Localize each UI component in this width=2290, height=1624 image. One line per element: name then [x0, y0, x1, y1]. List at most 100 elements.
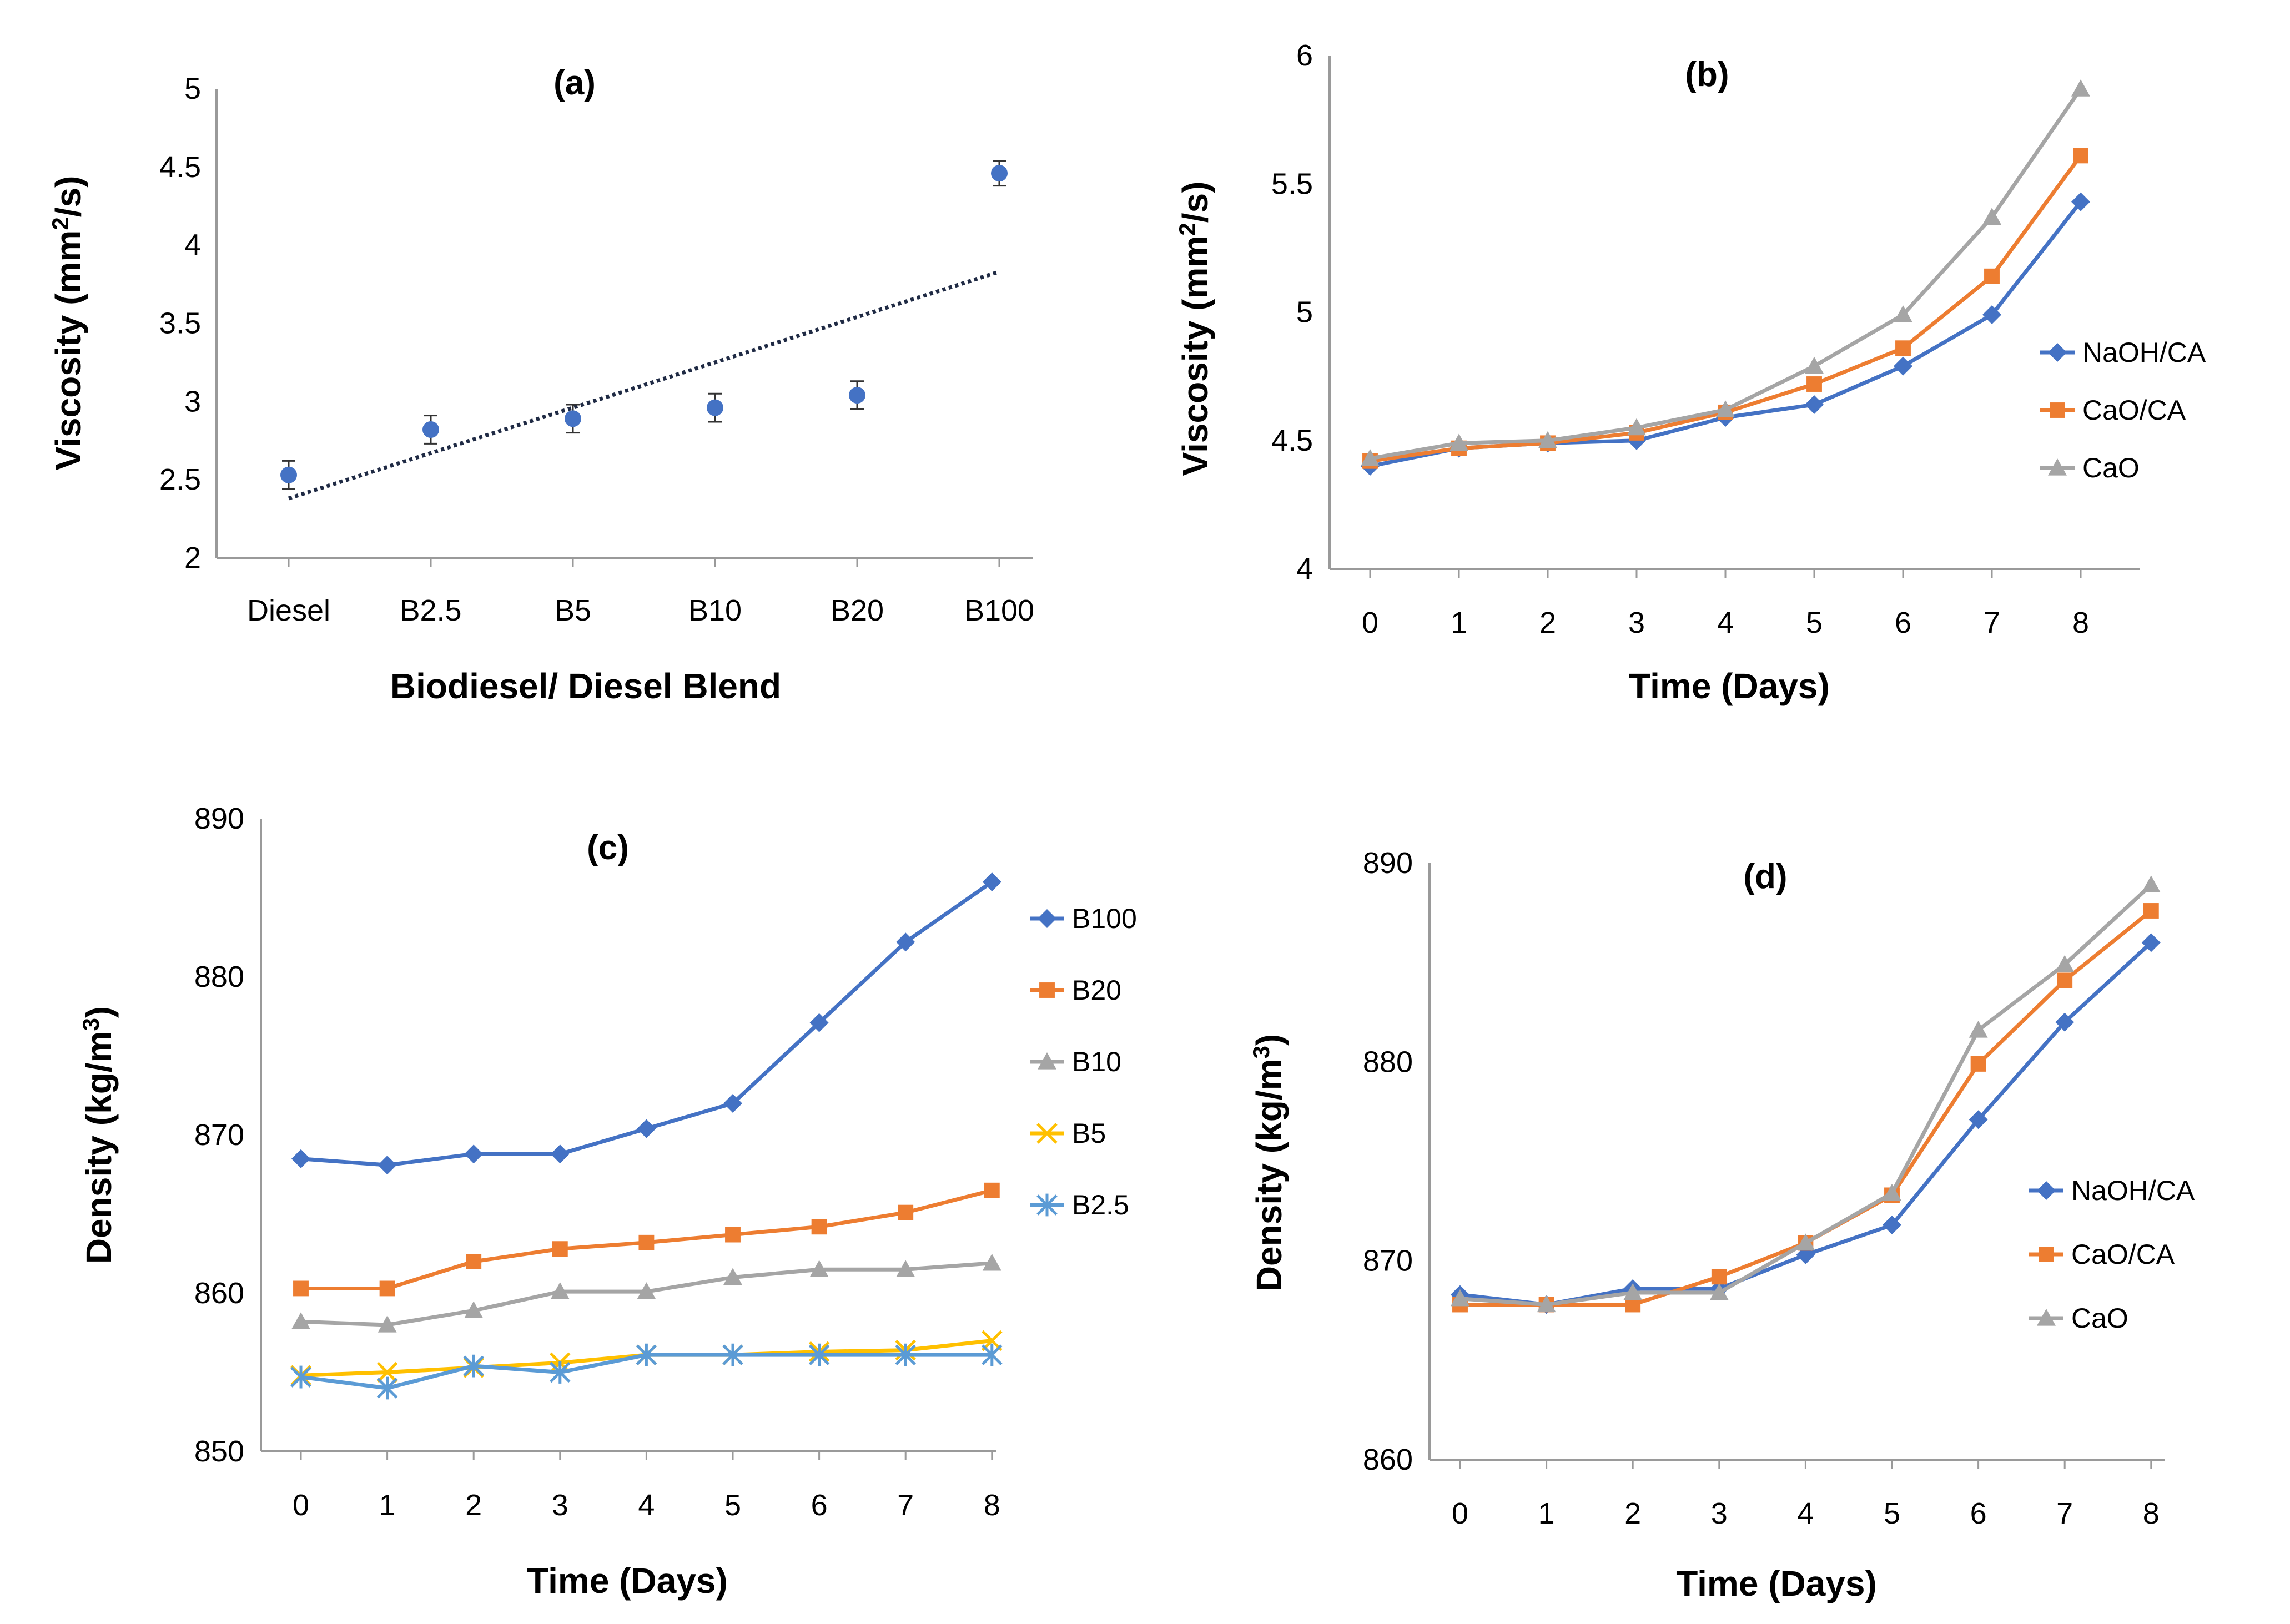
- panel-d-plot-area: [1451, 875, 2161, 1314]
- panel-b-data-point: [1450, 433, 1468, 451]
- panel-c-x-ticks: 0 1 2 3 4 5 6 7 8: [293, 1451, 1000, 1522]
- panel-d-data-point: [2141, 933, 2161, 952]
- legend-label: B2.5: [1072, 1189, 1129, 1220]
- panel-c-data-point: [550, 1144, 570, 1164]
- panel-d-data-point: [2055, 955, 2075, 972]
- panel-b-data-point: [1984, 268, 2000, 284]
- panel-b-y-axis-title: Viscosity (mm2/s): [1174, 181, 1215, 476]
- panel-c-legend: B100 B20 B10 B5 B2.5: [1030, 903, 1137, 1220]
- panel-a-title: (a): [553, 64, 596, 102]
- panel-a-y-tick-label: 2.5: [159, 463, 201, 496]
- panel-b-x-tick-label: 5: [1806, 606, 1823, 639]
- panel-d-y-tick-label: 890: [1363, 846, 1413, 880]
- legend-entry: B100: [1030, 903, 1137, 934]
- panel-b-series-naoh-ca: [1361, 192, 2090, 476]
- panel-c-data-point: [464, 1301, 484, 1318]
- legend-label: CaO: [2082, 452, 2140, 483]
- panel-d-y-tick-label: 860: [1363, 1443, 1413, 1476]
- legend-label: CaO: [2071, 1303, 2128, 1334]
- panel-c-data-point: [809, 1013, 829, 1032]
- panel-d-data-point: [1451, 1289, 1469, 1307]
- panel-b-x-tick-label: 2: [1539, 606, 1556, 639]
- panel-c-data-point: [982, 872, 1001, 891]
- panel-d-x-tick-label: 1: [1538, 1497, 1555, 1530]
- panel-d-legend: NaOH/CA CaO/CA CaO: [2029, 1175, 2195, 1334]
- panel-c-data-point: [378, 1315, 397, 1333]
- panel-b-data-point: [1894, 356, 1912, 376]
- panel-b-data-point: [1895, 340, 1911, 356]
- panel-d-data-point: [1623, 1283, 1643, 1300]
- panel-c-data-point: [291, 1149, 310, 1168]
- panel-d-x-tick-label: 8: [2143, 1497, 2160, 1530]
- panel-b-series-cao: [1361, 79, 2090, 466]
- legend-marker: [1038, 1052, 1056, 1070]
- panel-b-y-tick-label: 5.5: [1271, 167, 1313, 200]
- legend-entry: CaO: [2040, 452, 2140, 483]
- panel-c-y-tick-label: 880: [194, 960, 244, 993]
- panel-c-data-point: [379, 1280, 395, 1297]
- panel-b-viscosity-time: 4 4.5 5 5.5 6 0 1 2 3 4 5 6 7 8 (b) Time (Days) Visc…: [1174, 39, 2206, 706]
- panel-c-x-tick-label: 5: [724, 1489, 741, 1522]
- panel-c-data-point: [638, 1234, 655, 1250]
- panel-c-data-point: [809, 1260, 829, 1277]
- panel-a-x-tick-label: B10: [688, 594, 742, 627]
- legend-marker: [1038, 909, 1056, 928]
- panel-d-x-tick-label: 5: [1884, 1497, 1900, 1530]
- panel-a-x-tick-label: B5: [555, 594, 591, 627]
- panel-c-data-point: [466, 1254, 482, 1269]
- legend-entry: CaO: [2029, 1303, 2128, 1334]
- panel-b-data-point: [1982, 208, 2001, 225]
- panel-b-data-point: [2073, 148, 2088, 164]
- panel-c-data-point: [290, 1365, 311, 1389]
- panel-b-x-tick-label: 1: [1451, 606, 1467, 639]
- panel-c-data-point: [984, 1182, 1000, 1198]
- panel-d-series-cao: [1451, 875, 2161, 1313]
- panel-d-data-point: [1709, 1283, 1729, 1300]
- panel-a-plot-area: [280, 160, 1008, 501]
- panel-c-data-point: [376, 1361, 398, 1383]
- panel-c-y-tick-label: 850: [194, 1435, 244, 1468]
- panel-c-data-point: [637, 1282, 656, 1299]
- panel-d-data-point: [2057, 972, 2073, 988]
- panel-c-data-point: [895, 1343, 916, 1366]
- panel-c-series-b2-5: [290, 1343, 1003, 1400]
- panel-b-data-point: [1805, 395, 1824, 414]
- panel-c-y-tick-label: 870: [194, 1118, 244, 1152]
- panel-a-data-point: [280, 466, 297, 483]
- panel-d-y-tick-label: 870: [1363, 1244, 1413, 1278]
- panel-d-x-tick-label: 3: [1711, 1497, 1728, 1530]
- panel-b-data-point: [1806, 376, 1822, 392]
- panel-c-x-tick-label: 7: [897, 1489, 914, 1522]
- panel-d-title: (d): [1743, 858, 1787, 896]
- panel-c-x-tick-label: 4: [638, 1489, 655, 1522]
- panel-b-data-point: [1716, 400, 1735, 417]
- legend-label: B10: [1072, 1046, 1121, 1077]
- legend-entry: NaOH/CA: [2040, 337, 2206, 368]
- panel-b-data-point: [1982, 305, 2001, 325]
- panel-c-series-b20: [293, 1182, 1000, 1297]
- panel-c-x-tick-label: 0: [293, 1489, 309, 1522]
- panel-c-data-point: [378, 1156, 397, 1175]
- panel-b-y-ticks: 4 4.5 5 5.5 6: [1271, 39, 1313, 586]
- legend-marker: [2048, 458, 2067, 476]
- legend-label: B5: [1072, 1118, 1106, 1149]
- panel-c-data-point: [982, 1343, 1003, 1366]
- panel-a-y-tick-label: 4.5: [159, 150, 201, 184]
- legend-label: NaOH/CA: [2082, 337, 2206, 368]
- legend-marker: [2037, 1181, 2056, 1200]
- panel-c-data-point: [722, 1343, 743, 1366]
- panel-a-viscosity-blend: 2 2.5 3 3.5 4 4.5 5 Diesel B2.5 B5 B10 B20 B100 (a)…: [47, 64, 1034, 706]
- panel-a-x-tick-label: Diesel: [247, 594, 330, 627]
- panel-c-data-point: [464, 1144, 484, 1164]
- panel-c-x-axis-title: Time (Days): [527, 1561, 728, 1601]
- panel-c-data-point: [982, 1253, 1001, 1271]
- panel-c-data-point: [637, 1119, 656, 1138]
- panel-b-x-axis-title: Time (Days): [1629, 666, 1830, 706]
- panel-a-data-point: [991, 165, 1008, 182]
- panel-c-data-point: [896, 1260, 915, 1277]
- panel-c-x-tick-label: 3: [552, 1489, 568, 1522]
- panel-c-data-point: [293, 1280, 309, 1297]
- panel-a-x-tick-label: B100: [964, 594, 1034, 627]
- panel-a-data-point: [707, 399, 723, 416]
